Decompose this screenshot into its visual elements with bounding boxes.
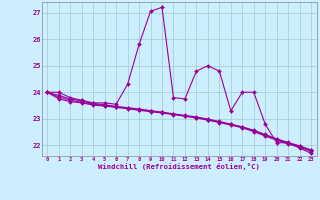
X-axis label: Windchill (Refroidissement éolien,°C): Windchill (Refroidissement éolien,°C) xyxy=(98,163,260,170)
